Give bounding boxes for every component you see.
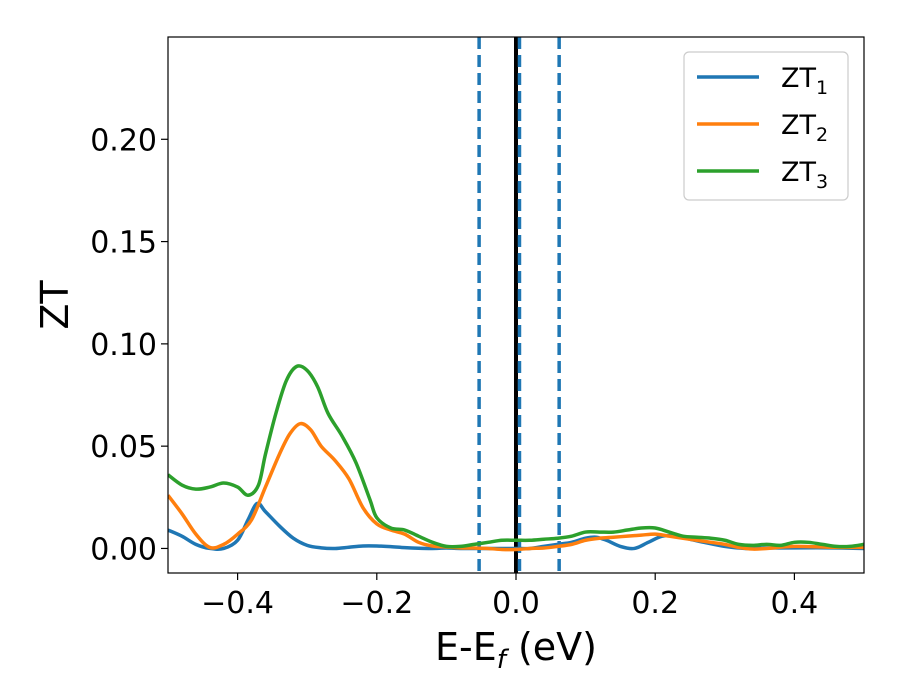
legend: ZT1 ZT2 ZT3 bbox=[683, 51, 849, 201]
x-axis-label-unit: (eV) bbox=[506, 625, 597, 669]
y-axis-label: ZT bbox=[33, 280, 77, 330]
y-tick-label: 0.10 bbox=[90, 328, 157, 363]
series-line-3 bbox=[168, 364, 864, 549]
vertical-lines bbox=[477, 37, 561, 573]
y-axis-ticks: 0.00 0.05 0.10 0.15 0.20 bbox=[90, 123, 168, 567]
y-tick-label: 0.20 bbox=[90, 123, 157, 158]
y-tick-label: 0.05 bbox=[90, 430, 157, 465]
legend-box bbox=[683, 51, 849, 201]
x-tick-label: 0.2 bbox=[631, 586, 679, 621]
series-line-2 bbox=[168, 421, 864, 552]
x-axis-label-main: E-E bbox=[435, 625, 497, 669]
y-tick-label: 0.15 bbox=[90, 226, 157, 261]
x-axis-label: E-Ef (eV) bbox=[435, 625, 597, 675]
x-tick-label: −0.2 bbox=[340, 586, 413, 621]
series-lines bbox=[168, 364, 864, 552]
x-tick-label: 0.0 bbox=[492, 586, 540, 621]
x-axis-ticks: −0.4 −0.2 0.0 0.2 0.4 bbox=[201, 573, 818, 621]
x-tick-label: 0.4 bbox=[771, 586, 819, 621]
x-tick-label: −0.4 bbox=[201, 586, 274, 621]
legend-label-1: ZT1 bbox=[781, 63, 828, 99]
legend-label-3: ZT3 bbox=[781, 157, 828, 193]
y-tick-label: 0.00 bbox=[90, 532, 157, 567]
legend-label-2: ZT2 bbox=[781, 110, 828, 146]
